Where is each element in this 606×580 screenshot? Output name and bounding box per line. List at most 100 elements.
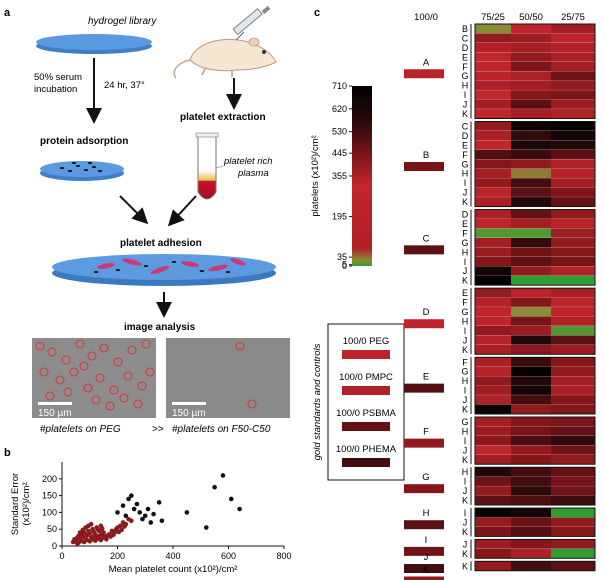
row-label: I: [464, 477, 467, 487]
heatmap-cell: [511, 495, 551, 505]
heatmap-block-k: K: [404, 564, 444, 580]
arrow-adhesion-left: [119, 195, 149, 225]
platelet-extraction-label: platelet extraction: [180, 112, 266, 123]
row-label: H: [462, 81, 469, 91]
control-label: 100/0 PHEMA: [336, 444, 397, 455]
heatmap-cell: [475, 178, 511, 188]
heatmap-cell: [551, 159, 595, 169]
heatmap-cell: [475, 404, 511, 414]
block-frame: [474, 209, 596, 286]
heatmap-cell: [511, 445, 551, 455]
platelet-marker: [95, 373, 105, 383]
scatter-point: [119, 527, 124, 533]
heatmap-cell: [551, 275, 595, 285]
scatter-point: [88, 521, 94, 527]
heatmap-cell: [511, 366, 551, 376]
x-axis-label: Mean platelet count (x10²)/cm²: [109, 564, 238, 575]
heatmap-cell: [511, 80, 551, 90]
heatmap-cell: [551, 357, 595, 367]
platelet-marker: [109, 385, 119, 395]
heatmap-cell: [475, 99, 511, 109]
scatter-point: [145, 506, 151, 512]
scatter-point: [123, 513, 129, 519]
colorbar-tick-label: 445: [332, 148, 347, 158]
heatmap-cell: [475, 508, 511, 518]
heatmap-cell: [475, 517, 511, 527]
scatter-point: [156, 500, 162, 505]
heatmap-cell: [511, 548, 551, 559]
heatmap-cell: [551, 426, 595, 436]
heatmap-cell: [475, 366, 511, 376]
heatmap-cell: [475, 495, 511, 505]
heatmap-cell: [551, 526, 595, 537]
heatmap-cell: [511, 219, 551, 229]
heatmap-cell: [551, 344, 595, 355]
scatter-point: [129, 518, 134, 524]
heatmap-cell: [511, 561, 551, 571]
heatmap-cell: [511, 24, 551, 34]
heatmap-cell: [551, 548, 595, 559]
row-label: G: [461, 417, 468, 427]
primary-label: D: [423, 307, 430, 318]
heatmap-cell: [511, 376, 551, 386]
platelet-marker: [61, 355, 71, 365]
row-label: I: [464, 508, 467, 518]
heatmap-cell: [511, 121, 551, 131]
image-analysis-label: image analysis: [124, 322, 196, 333]
heatmap-cell: [511, 237, 551, 248]
colorbar-tick-label: 355: [332, 171, 347, 181]
row-label: E: [462, 52, 468, 62]
row-label: G: [461, 159, 468, 169]
scatter-point: [129, 493, 134, 498]
hydrogel-disc-proteins: [40, 161, 124, 181]
heatmap-cell: [475, 476, 511, 486]
heatmap-cell: [551, 168, 595, 178]
heatmap-cell: [475, 247, 511, 257]
colorbar-tick-label: 35: [337, 252, 347, 262]
heatmap-cell: [551, 307, 595, 317]
scatter-point: [111, 532, 116, 538]
heatmap-cell: [511, 149, 551, 160]
heatmap-cell: [551, 24, 595, 34]
panel-a-label: a: [4, 7, 11, 19]
heatmap-cell: [551, 71, 595, 81]
heatmap-cell: [511, 109, 551, 119]
heatmap-cell: [551, 197, 595, 207]
heatmap-cell: [511, 385, 551, 395]
primary-swatch: [404, 245, 444, 255]
platelet-marker: [47, 347, 57, 357]
protein-adsorption-label: protein adsorption: [40, 136, 128, 147]
heatmap-cell: [551, 335, 595, 345]
heatmap-cell: [551, 178, 595, 188]
heatmap-cell: [475, 445, 511, 455]
scatter-point: [212, 484, 217, 490]
heatmap-cell: [511, 316, 551, 326]
heatmap-cell: [551, 237, 595, 248]
heatmap-cell: [475, 288, 511, 298]
heatmap-cell: [551, 395, 595, 405]
scatter-point: [220, 473, 226, 478]
heatmap-cell: [511, 344, 551, 355]
heatmap-cell: [551, 149, 595, 160]
heatmap-cell: [475, 467, 511, 477]
row-label: J: [463, 517, 468, 527]
heatmap-cell: [475, 385, 511, 395]
heatmap-cell: [551, 288, 595, 298]
platelet-marker: [141, 339, 151, 349]
test-tube-icon: [195, 132, 219, 200]
heatmap-block-j: JK: [404, 552, 596, 574]
x-tick-label: 0: [59, 551, 64, 561]
row-label: K: [462, 561, 468, 571]
scatter-point: [140, 516, 145, 522]
caption-peg: #platelets on PEG: [40, 424, 121, 435]
heatmap-cell: [475, 52, 511, 62]
heatmap-cell: [475, 197, 511, 207]
scatter-point: [72, 536, 77, 542]
block-frame: [474, 538, 596, 559]
heatmap-cell: [551, 90, 595, 100]
platelet-marker: [133, 399, 143, 409]
heatmap-cell: [551, 99, 595, 109]
comparison-symbol: >>: [152, 424, 164, 435]
